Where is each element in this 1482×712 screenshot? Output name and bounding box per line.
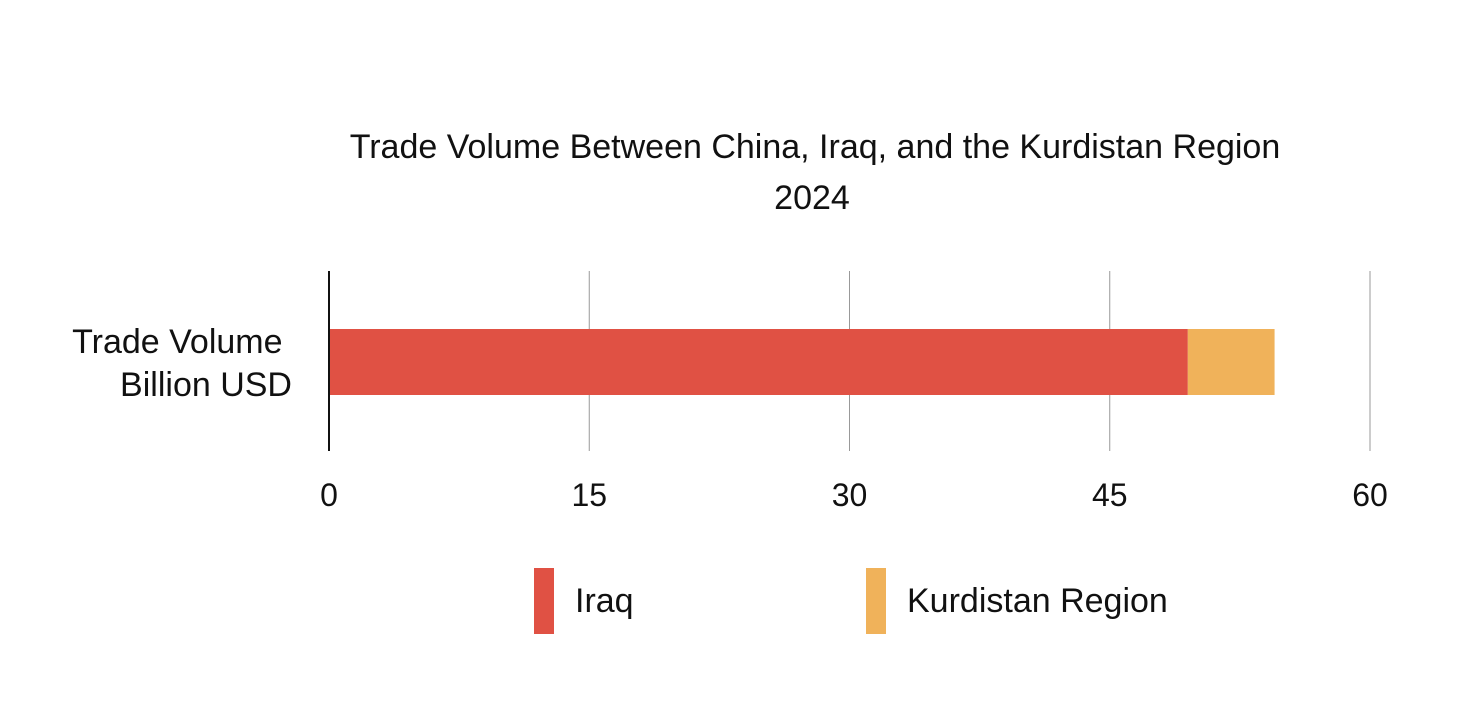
x-tick-label-45: 45: [1092, 477, 1128, 513]
x-tick-label-15: 15: [571, 477, 607, 513]
x-axis-tick-labels: 0 15 30 45 60: [320, 477, 1388, 513]
legend-swatch-kurdistan-region: [866, 568, 886, 634]
bar-kurdistan-region: [1187, 329, 1275, 395]
legend-label-iraq: Iraq: [575, 582, 634, 620]
chart-title: Trade Volume Between China, Iraq, and th…: [350, 128, 1281, 166]
category-label-line-2: Billion USD: [120, 366, 292, 404]
bar-iraq: [329, 329, 1188, 395]
x-tick-label-0: 0: [320, 477, 338, 513]
legend-label-kurdistan-region: Kurdistan Region: [907, 582, 1168, 620]
legend-swatch-iraq: [534, 568, 554, 634]
chart-subtitle: 2024: [774, 179, 850, 217]
x-tick-label-60: 60: [1352, 477, 1388, 513]
x-tick-label-30: 30: [832, 477, 868, 513]
category-label-line-1: Trade Volume: [72, 323, 282, 361]
category-label: Trade Volume Billion USD: [72, 323, 292, 404]
bar-series: [329, 329, 1275, 395]
legend: Iraq Kurdistan Region: [534, 568, 1168, 634]
